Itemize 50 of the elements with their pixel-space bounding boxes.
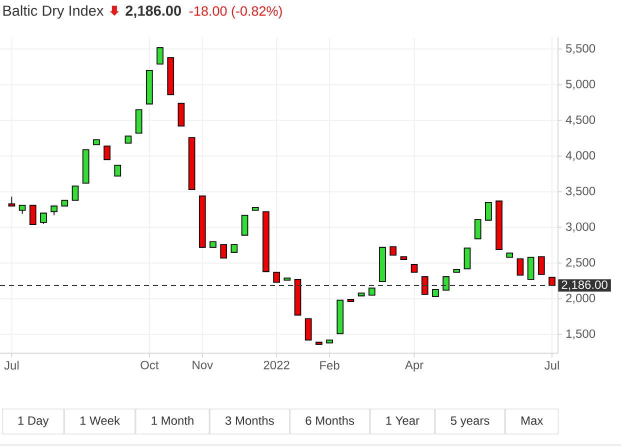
candlestick <box>485 202 492 221</box>
candlestick <box>474 219 482 240</box>
candlestick <box>220 244 227 259</box>
candlestick <box>40 212 47 224</box>
candlestick <box>464 248 471 270</box>
y-tick-label: 2,500 <box>566 258 596 268</box>
ref-line-label: 2,186.00 <box>562 280 608 290</box>
candlestick <box>304 318 312 341</box>
y-tick-label: 1,500 <box>566 329 596 340</box>
candlestick <box>156 47 164 64</box>
text: 3 Months <box>225 416 274 425</box>
candlestick <box>178 102 185 127</box>
text: 1 Year <box>386 416 420 425</box>
chart-subtitle: 2,186.00 <box>126 6 181 18</box>
x-tick-label: Feb <box>320 360 340 370</box>
y-tick-label: 3,000 <box>566 222 596 232</box>
text: 5 years <box>450 416 490 428</box>
text: Max <box>521 416 544 425</box>
x-tick-label: Jul <box>4 360 19 370</box>
x-tick-label: Apr <box>404 360 424 372</box>
text: 6 Months <box>306 416 354 425</box>
y-tick-label: 3,500 <box>566 186 596 197</box>
x-tick-label: 2022 <box>264 360 290 370</box>
y-tick-label: 4,000 <box>566 151 596 162</box>
text: 1 Week <box>80 416 120 425</box>
candlestick <box>273 272 280 283</box>
candlestick <box>8 196 16 206</box>
candlestick <box>114 164 122 176</box>
text: -18.00 (-0.82%) <box>190 6 282 18</box>
candlestick <box>135 109 142 134</box>
y-tick-label: 5,500 <box>566 44 596 54</box>
candlestick <box>527 256 534 280</box>
candlestick <box>50 206 58 216</box>
x-tick-label: Jul <box>544 360 559 370</box>
candlestick <box>421 276 428 295</box>
candlestick <box>72 186 79 201</box>
text: 1 Month <box>152 416 194 425</box>
candlestick <box>516 258 524 276</box>
text: 1 Day <box>18 416 49 428</box>
candlestick <box>442 276 450 291</box>
y-tick-label: 4,500 <box>566 115 596 126</box>
chart-title: Baltic Dry Index <box>3 5 104 19</box>
candlestick <box>538 256 545 275</box>
y-tick-label: 2,000 <box>566 294 596 304</box>
x-tick-label: Nov <box>192 360 214 370</box>
candlestick <box>29 204 36 225</box>
y-tick-label: 5,000 <box>566 80 596 90</box>
candlestick <box>104 146 110 160</box>
x-tick-label: Oct <box>140 360 159 370</box>
candlestick <box>241 214 248 236</box>
